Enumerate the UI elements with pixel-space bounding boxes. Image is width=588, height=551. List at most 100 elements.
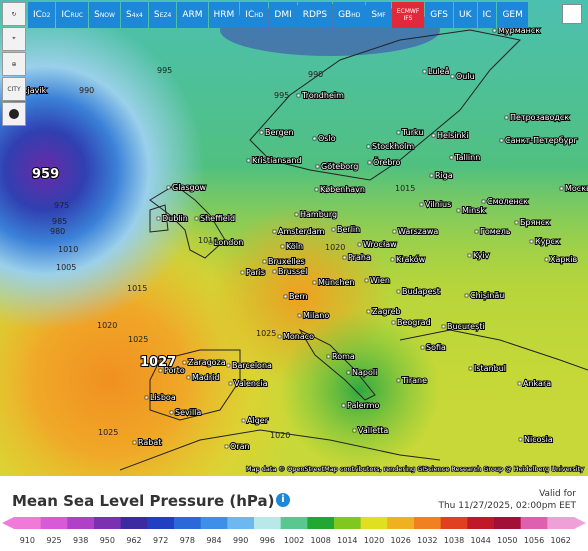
city-marker (169, 410, 174, 415)
pressure-label: 1010 (58, 245, 78, 254)
model-button[interactable]: IC (477, 2, 497, 28)
info-button[interactable]: i (276, 493, 290, 507)
city-marker (422, 69, 427, 74)
city-marker (481, 199, 486, 204)
city-marker (186, 375, 191, 380)
pressure-label: 1005 (56, 263, 76, 272)
city-label: Sheffield (200, 214, 235, 223)
city-label: Брянск (520, 218, 550, 227)
model-button[interactable]: GEM (497, 2, 528, 28)
city-label: Valletta (358, 426, 388, 435)
model-button[interactable]: S NOW (89, 2, 120, 28)
city-label: Trondheim (301, 91, 344, 100)
model-button[interactable]: IC HD (240, 2, 269, 28)
city-label: Zaragoza (188, 358, 226, 367)
city-marker (294, 212, 299, 217)
scale-label: 962 (126, 536, 141, 545)
model-button[interactable]: S 4x4 (120, 2, 148, 28)
scale-label: 950 (100, 536, 115, 545)
scale-label: 1020 (364, 536, 384, 545)
zoom-button[interactable]: ⊕ (2, 52, 26, 76)
model-button[interactable]: HRM (208, 2, 240, 28)
city-label: Ankara (523, 379, 551, 388)
city-label: Warszawa (398, 227, 438, 236)
city-label: Göteborg (321, 162, 358, 171)
city-label: Madrid (192, 373, 219, 382)
scale-swatch (280, 517, 308, 529)
city-label: Reykjavik (8, 86, 47, 95)
model-button[interactable]: UK (454, 2, 477, 28)
model-button[interactable]: GFS (425, 2, 453, 28)
city-marker (392, 229, 397, 234)
city-marker (312, 136, 317, 141)
city-marker (226, 363, 231, 368)
scale-swatch (547, 517, 575, 529)
city-marker (367, 160, 372, 165)
model-subscript: HD (254, 11, 264, 19)
model-button[interactable]: S EZ4 (148, 2, 177, 28)
city-marker (277, 334, 282, 339)
city-label: Amsterdam (278, 227, 325, 236)
fullscreen-button[interactable] (562, 4, 582, 24)
model-subscript: EZ4 (159, 11, 172, 19)
city-marker (315, 164, 320, 169)
scale-arrow-right (574, 517, 586, 529)
city-label: Nicosia (524, 435, 553, 444)
city-marker (297, 313, 302, 318)
city-label: Helsinki (437, 131, 468, 140)
city-label: Barcelona (232, 361, 272, 370)
scale-swatch (494, 517, 522, 529)
model-name: IC (482, 10, 492, 20)
city-label: Vilnius (425, 200, 451, 209)
city-marker (396, 130, 401, 135)
refresh-button[interactable]: ↻ (2, 2, 26, 26)
scale-label: 1026 (390, 536, 410, 545)
model-button[interactable]: IC D2 (28, 2, 56, 28)
city-marker (420, 345, 425, 350)
city-marker (529, 239, 534, 244)
model-button[interactable]: S MF (366, 2, 391, 28)
model-button[interactable]: GB HD (333, 2, 366, 28)
model-button[interactable]: RDPS (297, 2, 333, 28)
valid-time: Thu 11/27/2025, 02:00pm EET (438, 501, 576, 511)
city-marker (429, 173, 434, 178)
city-marker (474, 229, 479, 234)
model-button[interactable]: IC RUC (56, 2, 89, 28)
city-marker (499, 138, 504, 143)
scale-label: 1008 (310, 536, 330, 545)
city-label: Glasgow (172, 183, 206, 192)
model-name: RDPS (302, 10, 328, 20)
scale-swatch (440, 517, 468, 529)
city-marker (346, 370, 351, 375)
model-subscript: D2 (41, 11, 51, 19)
scale-arrow-left (2, 517, 14, 529)
location-button[interactable]: ⌖ (2, 27, 26, 51)
model-button[interactable]: ARM (177, 2, 208, 28)
city-marker (366, 309, 371, 314)
scale-label: 1002 (284, 536, 304, 545)
model-button[interactable]: DMI (269, 2, 297, 28)
city-marker (449, 155, 454, 160)
city-marker (396, 378, 401, 383)
city-marker (514, 220, 519, 225)
valid-label: Valid for (539, 489, 576, 499)
model-button[interactable]: ECMWF IFS (391, 2, 425, 28)
city-marker (492, 28, 497, 33)
city-marker (158, 368, 163, 373)
map[interactable]: Reykjavik Trondheim Bergen Oslo Stockholm Tur… (0, 0, 588, 476)
city-marker (241, 418, 246, 423)
city-button[interactable]: CITY (2, 77, 26, 101)
city-marker (504, 115, 509, 120)
city-marker (132, 440, 137, 445)
city-label: Porto (164, 366, 185, 375)
city-label: Luleå (428, 66, 450, 76)
city-label: Örebro (373, 157, 401, 167)
scale-label: 1062 (550, 536, 570, 545)
city-label: Kraków (396, 254, 426, 264)
city-marker (342, 255, 347, 260)
scale-swatch (120, 517, 148, 529)
layer-button[interactable] (2, 102, 26, 126)
city-label: Köln (286, 242, 303, 251)
scale-swatch (200, 517, 228, 529)
